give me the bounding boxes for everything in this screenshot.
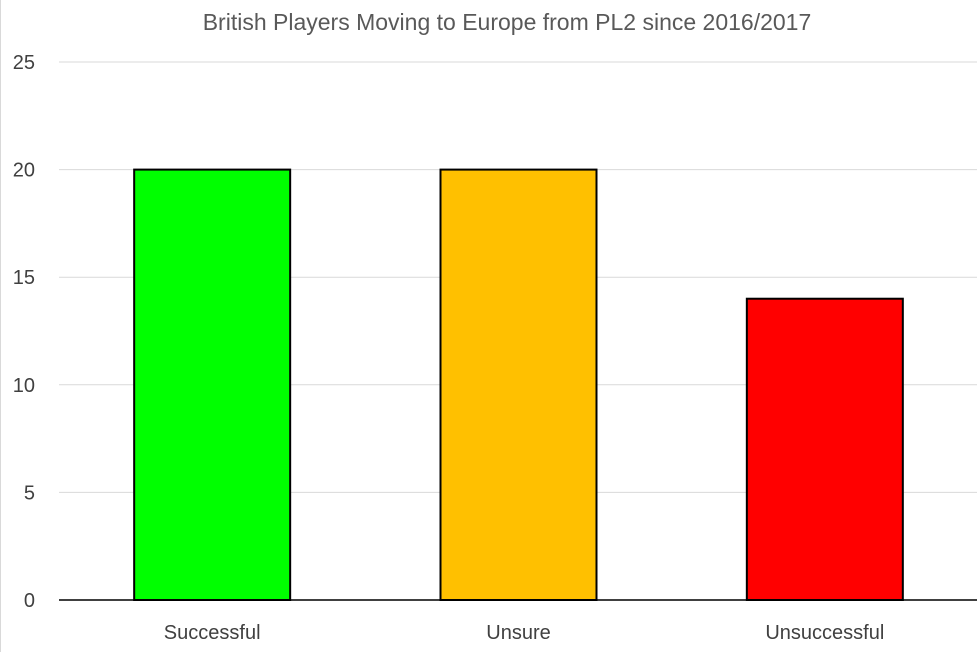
bar-unsuccessful [745,297,904,601]
x-category-label: Unsure [486,622,550,644]
bar-successful [133,168,292,601]
chart-title: British Players Moving to Europe from PL… [203,9,812,35]
bars [133,168,904,601]
y-tick-label: 25 [13,52,35,74]
y-tick-label: 0 [24,590,35,612]
labels: 0 5 10 15 20 25 Successful Unsure Unsuccessful [13,52,885,644]
y-tick-label: 20 [13,160,35,182]
y-tick-label: 5 [24,482,35,504]
bar-unsure [439,168,598,601]
x-category-label: Unsuccessful [765,622,884,644]
x-category-label: Successful [164,622,261,644]
y-tick-label: 10 [13,375,35,397]
y-tick-label: 15 [13,267,35,289]
